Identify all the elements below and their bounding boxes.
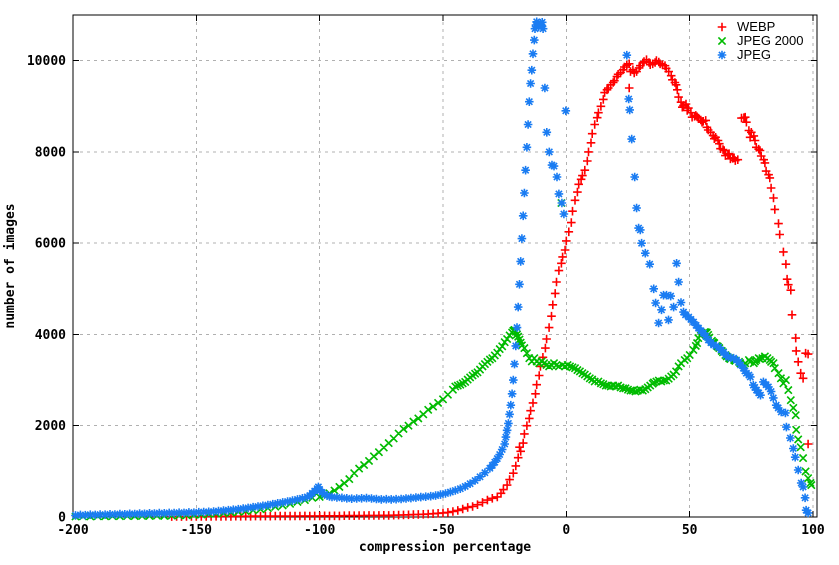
series-jpeg <box>71 17 813 520</box>
y-tick-label: 0 <box>58 511 66 526</box>
plot-border-rect <box>72 14 818 518</box>
x-tick-label: -50 <box>431 523 455 538</box>
y-axis-title: number of images <box>3 203 18 328</box>
x-tick-label: 100 <box>801 523 825 538</box>
y-tick-label: 2000 <box>35 419 66 434</box>
x-tick-label: -200 <box>57 523 88 538</box>
tick-labels: -200 -150 -100 -50 0 50 100 0 2000 4000 6000 8000 10… <box>27 54 825 538</box>
x-tick-label: 50 <box>682 523 698 538</box>
tick-marks <box>72 15 817 518</box>
plot-border <box>72 14 818 518</box>
legend-label-jpeg-2000: JPEG 2000 <box>737 33 804 48</box>
series-webp <box>167 55 813 521</box>
x-axis-title: compression percentage <box>359 540 531 555</box>
x-tick-label: 0 <box>562 523 570 538</box>
x-tick-label: -150 <box>181 523 212 538</box>
y-tick-label: 6000 <box>35 237 66 252</box>
y-tick-label: 10000 <box>27 54 66 69</box>
data-points <box>71 17 816 521</box>
legend-marker-jpeg-2000 <box>717 36 727 46</box>
y-tick-label: 8000 <box>35 145 66 160</box>
legend-label-jpeg: JPEG <box>737 47 771 62</box>
legend-marker-webp <box>717 22 727 32</box>
legend-marker-jpeg <box>717 50 727 60</box>
x-tick-label: -100 <box>304 523 335 538</box>
gridlines <box>73 15 817 517</box>
y-tick-label: 4000 <box>35 328 66 343</box>
legend-label-webp: WEBP <box>737 19 775 34</box>
